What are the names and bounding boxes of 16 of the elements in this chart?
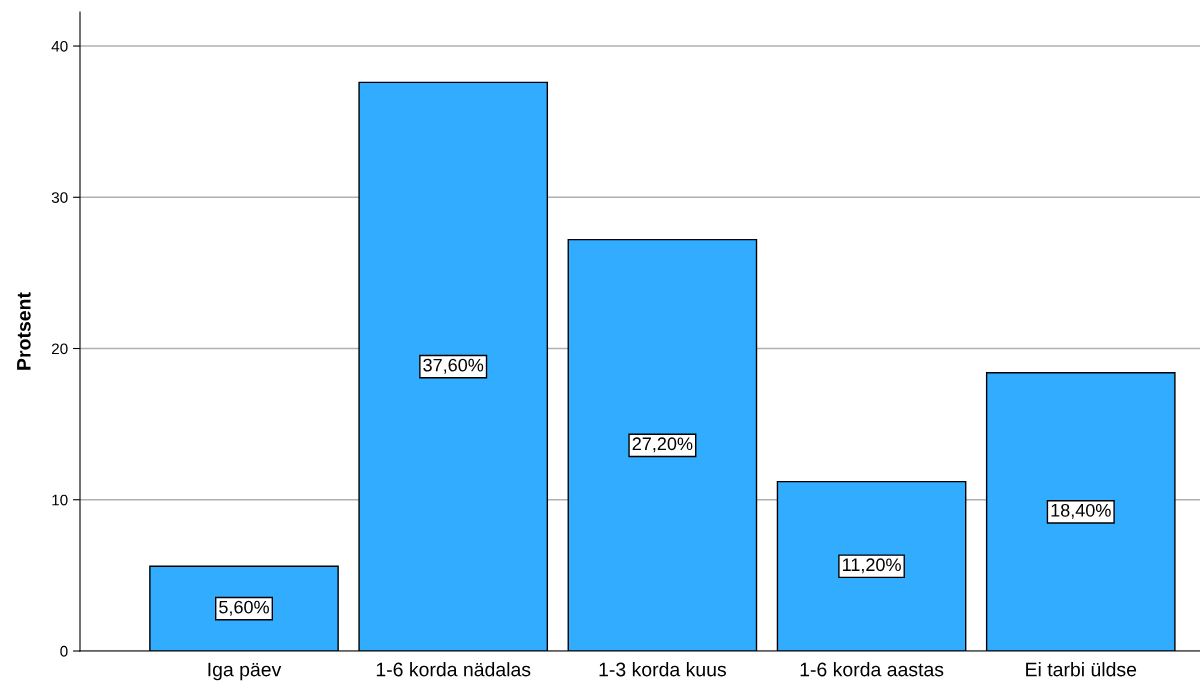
data-label: 37,60% — [423, 358, 484, 374]
y-tick-label: 40 — [51, 40, 68, 52]
data-label: 11,20% — [843, 558, 901, 574]
data-label: 5,60% — [219, 600, 269, 616]
x-tick-label: 1-3 korda kuus — [599, 662, 726, 677]
data-label: 27,20% — [632, 437, 693, 453]
y-tick-label: 10 — [52, 494, 68, 506]
x-tick-label: Iga päev — [208, 662, 282, 681]
x-tick-label: 1-6 korda aastas — [800, 662, 944, 677]
y-tick-label: 30 — [51, 192, 68, 203]
x-tick-label: Ei tarbi üldse — [1026, 662, 1137, 677]
data-label: 18,40% — [1051, 503, 1111, 519]
x-tick-label: 1-6 korda nädalas — [376, 662, 531, 677]
y-axis-title: Protsent — [17, 292, 31, 370]
y-tick-label: 0 — [60, 645, 68, 657]
y-tick-label: 20 — [51, 343, 68, 355]
